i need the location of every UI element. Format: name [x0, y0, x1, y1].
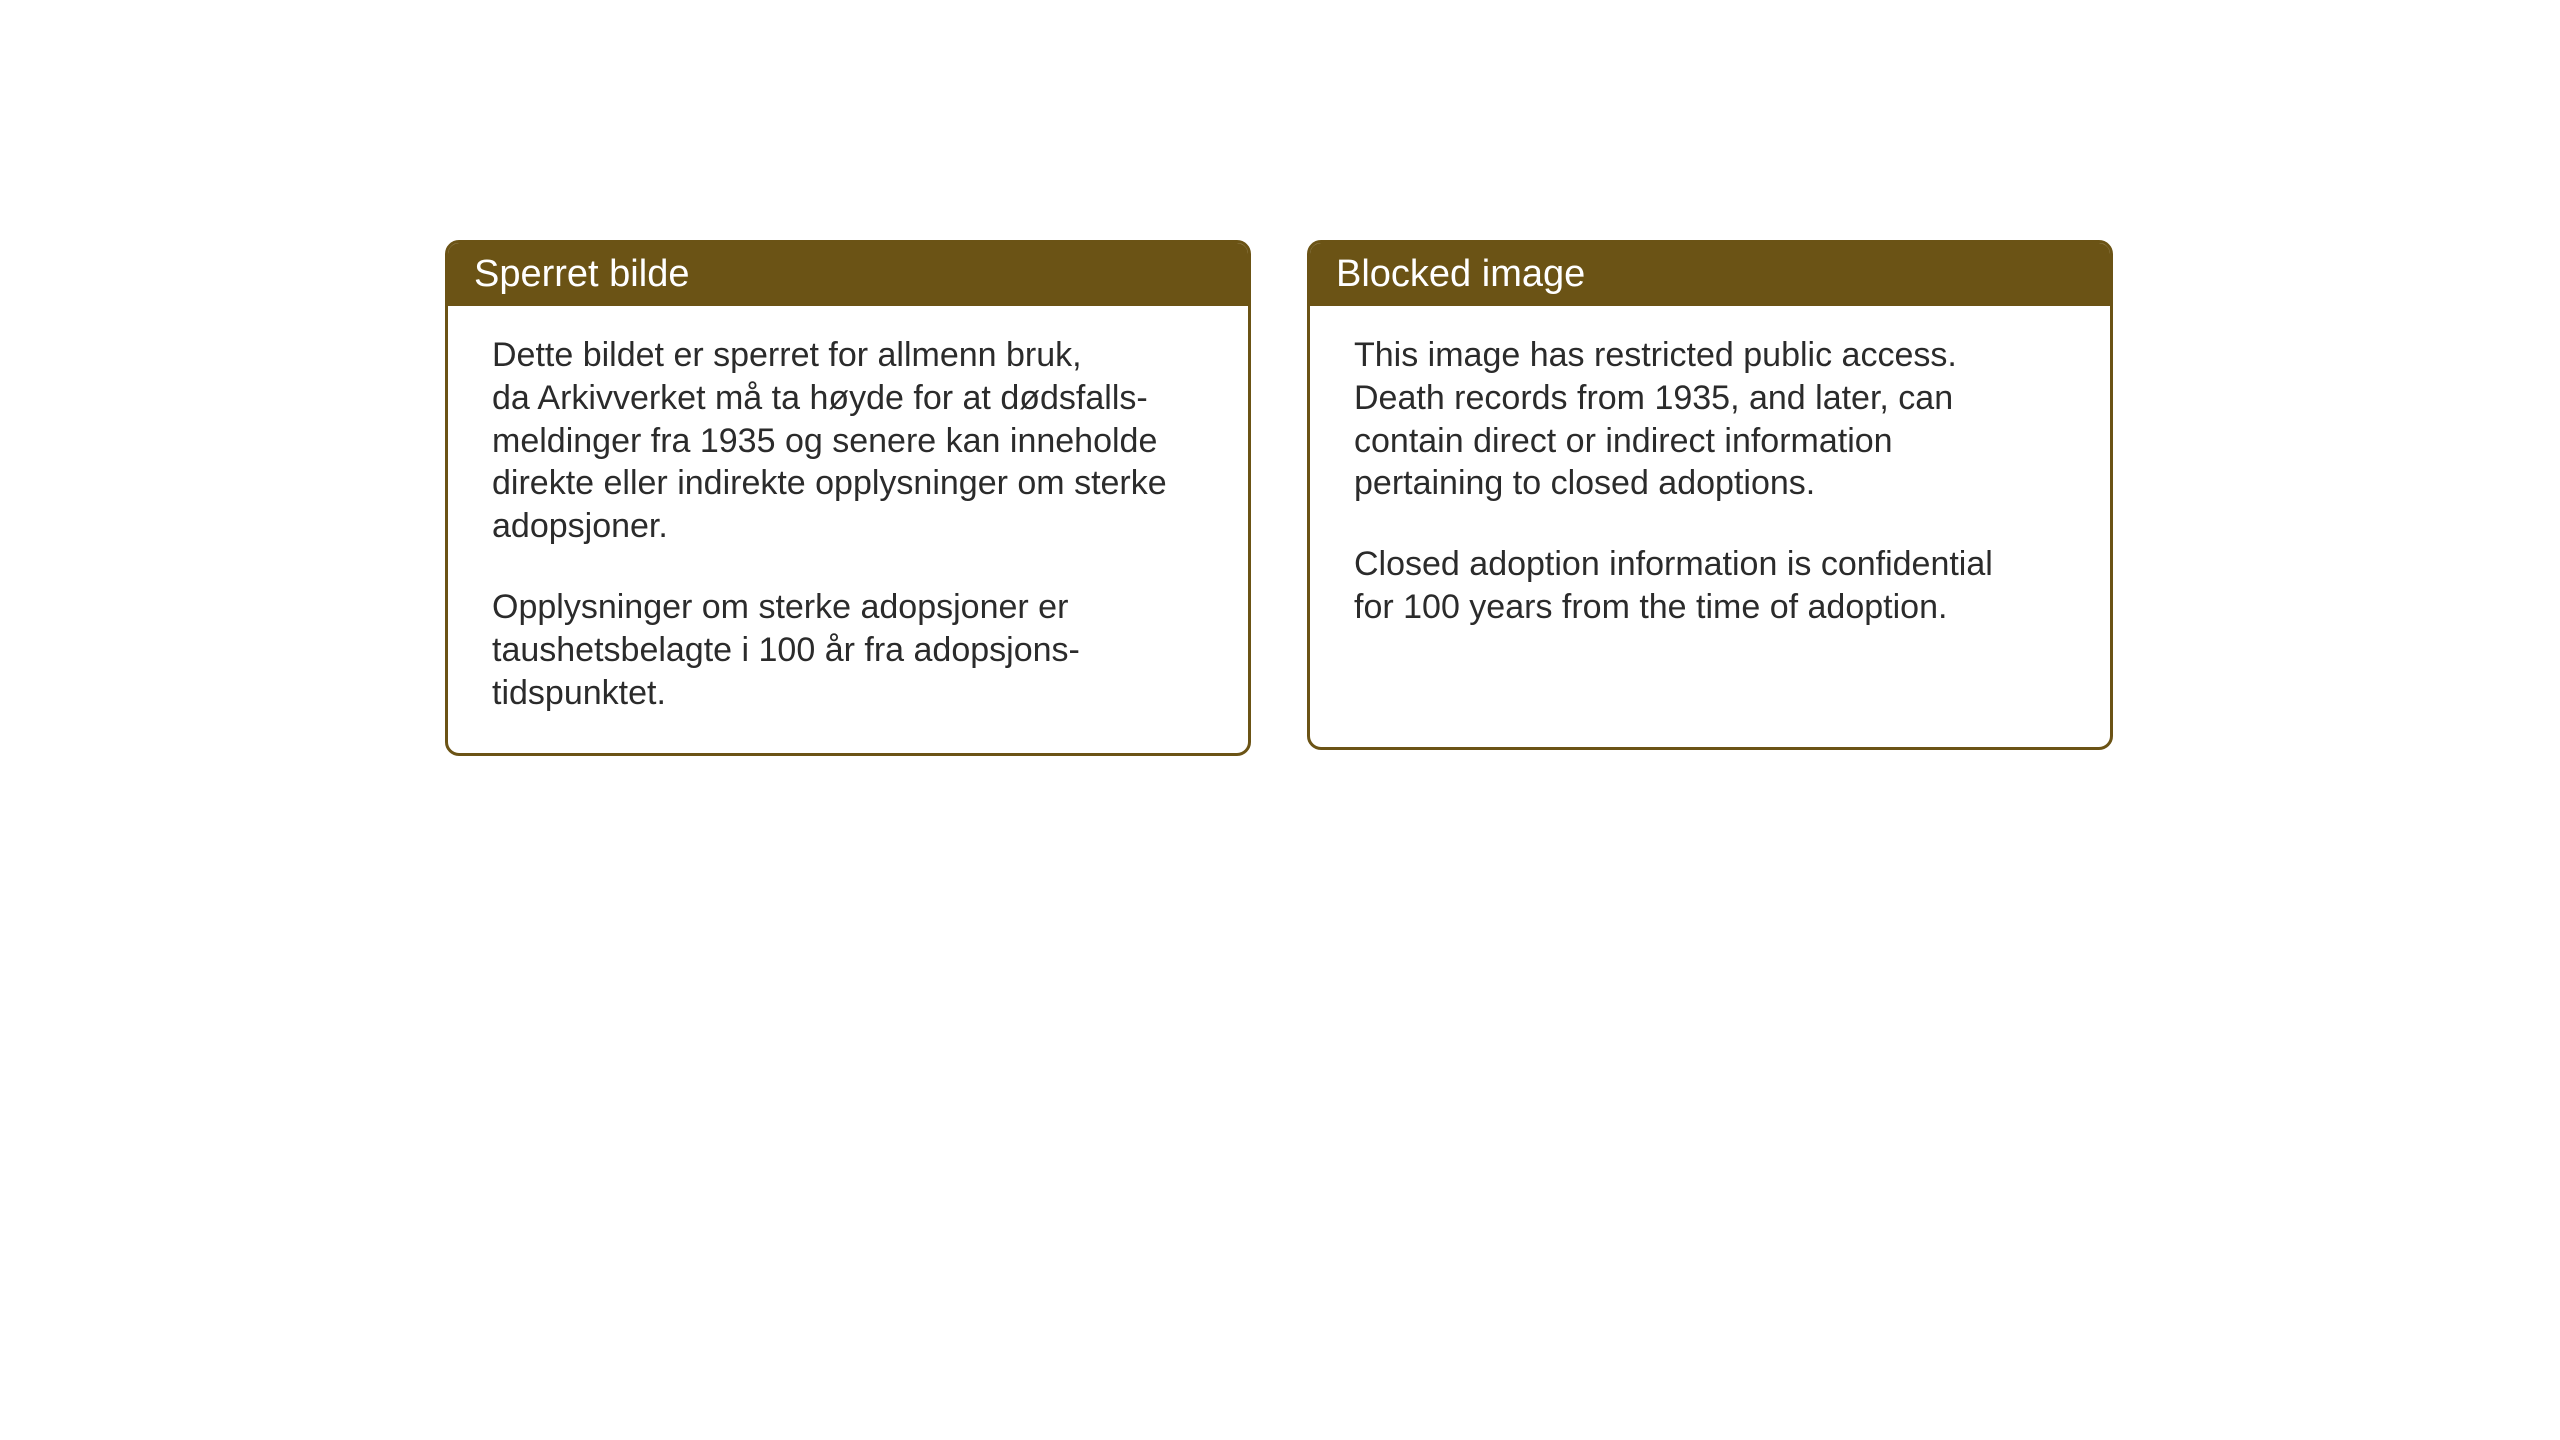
- text-line: Dette bildet er sperret for allmenn bruk…: [492, 336, 1082, 374]
- notice-body-norwegian: Dette bildet er sperret for allmenn bruk…: [448, 306, 1248, 753]
- notice-paragraph-1-norwegian: Dette bildet er sperret for allmenn bruk…: [492, 334, 1204, 548]
- notice-card-norwegian: Sperret bilde Dette bildet er sperret fo…: [445, 240, 1251, 756]
- text-line: Opplysninger om sterke adopsjoner er: [492, 588, 1068, 626]
- notice-paragraph-1-english: This image has restricted public access.…: [1354, 334, 2066, 505]
- text-line: taushetsbelagte i 100 år fra adopsjons-: [492, 631, 1080, 669]
- notice-header-norwegian: Sperret bilde: [448, 243, 1248, 306]
- notice-paragraph-2-english: Closed adoption information is confident…: [1354, 543, 2066, 629]
- text-line: meldinger fra 1935 og senere kan innehol…: [492, 422, 1157, 460]
- notice-title-norwegian: Sperret bilde: [474, 253, 689, 295]
- notice-card-english: Blocked image This image has restricted …: [1307, 240, 2113, 750]
- text-line: Death records from 1935, and later, can: [1354, 379, 1953, 417]
- notice-container: Sperret bilde Dette bildet er sperret fo…: [445, 240, 2113, 756]
- notice-paragraph-2-norwegian: Opplysninger om sterke adopsjoner er tau…: [492, 586, 1204, 714]
- text-line: contain direct or indirect information: [1354, 422, 1893, 460]
- text-line: Closed adoption information is confident…: [1354, 545, 1993, 583]
- text-line: This image has restricted public access.: [1354, 336, 1957, 374]
- notice-header-english: Blocked image: [1310, 243, 2110, 306]
- text-line: direkte eller indirekte opplysninger om …: [492, 464, 1167, 502]
- notice-title-english: Blocked image: [1336, 253, 1585, 295]
- text-line: for 100 years from the time of adoption.: [1354, 588, 1947, 626]
- text-line: tidspunktet.: [492, 674, 666, 712]
- text-line: adopsjoner.: [492, 507, 668, 545]
- notice-body-english: This image has restricted public access.…: [1310, 306, 2110, 667]
- text-line: pertaining to closed adoptions.: [1354, 464, 1815, 502]
- text-line: da Arkivverket må ta høyde for at dødsfa…: [492, 379, 1148, 417]
